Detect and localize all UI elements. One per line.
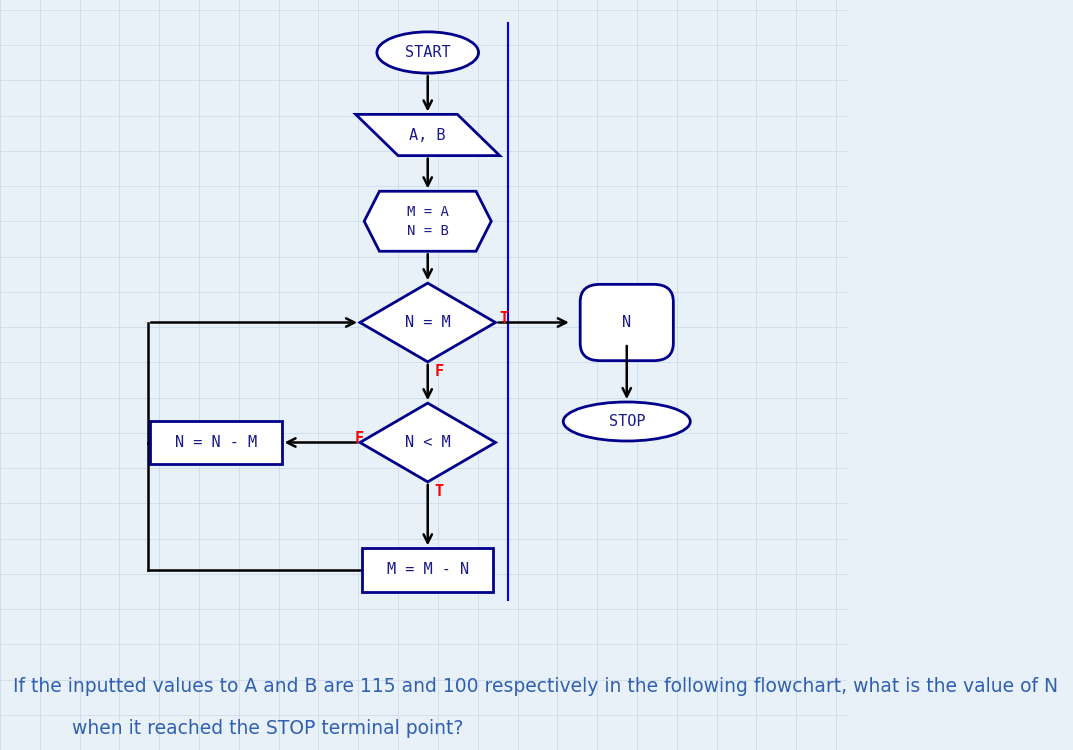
Polygon shape — [359, 284, 496, 362]
Polygon shape — [359, 404, 496, 482]
Text: T: T — [500, 311, 509, 326]
Ellipse shape — [377, 32, 479, 74]
Text: N = N - M: N = N - M — [175, 435, 258, 450]
Text: F: F — [355, 431, 364, 446]
Ellipse shape — [563, 402, 690, 441]
Text: STOP: STOP — [608, 414, 645, 429]
Text: START: START — [405, 45, 451, 60]
Bar — [362, 548, 494, 592]
Text: A, B: A, B — [410, 128, 446, 142]
Polygon shape — [364, 191, 491, 251]
Text: If the inputted values to A and B are 115 and 100 respectively in the following : If the inputted values to A and B are 11… — [13, 676, 1058, 696]
Text: when it reached the STOP terminal point?: when it reached the STOP terminal point? — [72, 719, 464, 739]
Text: N = M: N = M — [405, 315, 451, 330]
Text: F: F — [435, 364, 443, 380]
Text: T: T — [435, 484, 443, 500]
FancyBboxPatch shape — [580, 284, 674, 361]
Polygon shape — [356, 115, 500, 156]
Text: M = M - N: M = M - N — [386, 562, 469, 578]
Text: M = A
N = B: M = A N = B — [407, 205, 449, 238]
Text: N: N — [622, 315, 631, 330]
Bar — [150, 421, 281, 464]
Text: N < M: N < M — [405, 435, 451, 450]
